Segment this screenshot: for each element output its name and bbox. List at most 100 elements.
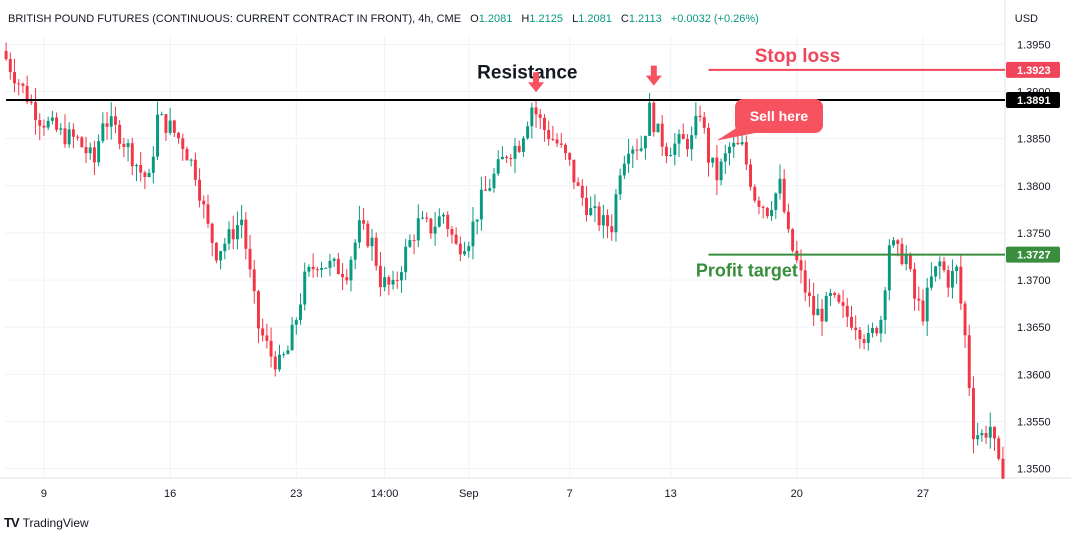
candle: [698, 105, 702, 122]
candle: [900, 237, 904, 266]
candle: [130, 137, 134, 176]
candle-body: [816, 308, 820, 316]
candle-body: [475, 219, 479, 222]
candle-body: [618, 175, 622, 195]
candle-body: [479, 189, 483, 220]
resistance-tag-bg: [1006, 92, 1060, 109]
candle-body: [109, 116, 113, 127]
candle-body: [160, 114, 164, 116]
candle-body: [88, 147, 92, 154]
candle-body: [135, 165, 138, 167]
candle: [984, 425, 988, 444]
candle: [55, 112, 59, 133]
candle: [858, 327, 862, 349]
candle-body: [614, 194, 618, 233]
candle: [88, 142, 92, 160]
candle: [942, 257, 946, 273]
candle: [530, 102, 534, 139]
candle: [555, 133, 559, 147]
candle-body: [332, 258, 336, 261]
resistance-arrow: [645, 65, 662, 86]
candle-body: [105, 123, 109, 127]
candle-body: [416, 218, 420, 241]
candle: [1001, 446, 1005, 479]
candle-body: [303, 271, 307, 305]
candle-body: [248, 248, 252, 270]
candle-body: [374, 237, 378, 266]
candle-body: [463, 251, 467, 255]
candle: [875, 326, 879, 337]
candle: [618, 168, 622, 201]
candle-body: [950, 271, 954, 288]
grid: [4, 35, 1005, 478]
candle-body: [707, 127, 710, 163]
candle-body: [29, 101, 33, 103]
candle: [433, 211, 437, 246]
candle-body: [715, 157, 719, 181]
candle-body: [429, 218, 433, 234]
tradingview-branding[interactable]: TV TradingView: [4, 515, 89, 530]
candle: [429, 217, 433, 239]
profit-target-tag-bg: [1006, 246, 1060, 263]
candle-body: [118, 124, 122, 144]
candle: [307, 264, 311, 277]
candle: [904, 245, 908, 271]
candle-body: [824, 295, 828, 322]
candle-body: [761, 206, 765, 208]
candle: [505, 155, 509, 164]
candle-body: [774, 193, 778, 210]
candle: [450, 225, 454, 244]
candle-body: [879, 319, 883, 334]
candle: [564, 143, 567, 160]
candle: [193, 152, 197, 187]
candle-body: [458, 243, 462, 255]
candle: [997, 435, 1001, 461]
candle-body: [454, 234, 458, 244]
candles: [4, 42, 1005, 479]
candle-body: [345, 277, 349, 281]
candle: [850, 305, 853, 331]
candle-body: [46, 120, 50, 128]
candle-body: [261, 328, 265, 336]
candle-body: [240, 219, 244, 226]
candle-body: [576, 182, 580, 186]
candle: [685, 134, 689, 157]
candle-body: [988, 426, 992, 438]
candle-body: [278, 354, 281, 370]
candle-body: [13, 72, 16, 84]
tradingview-logo: TV: [4, 515, 20, 530]
candle: [488, 178, 492, 192]
candle-body: [336, 258, 340, 275]
candle: [887, 239, 891, 301]
candle-body: [206, 204, 210, 224]
candle: [845, 297, 849, 327]
candle: [702, 111, 706, 134]
candle-body: [875, 328, 879, 334]
candle: [463, 241, 467, 256]
candle: [21, 82, 25, 94]
candle: [690, 126, 694, 161]
candle-body: [151, 156, 155, 173]
candle: [807, 278, 811, 307]
x-tick-label: 16: [164, 488, 176, 500]
candle: [967, 324, 971, 397]
candle-body: [433, 226, 437, 234]
candle: [113, 106, 117, 134]
candle-body: [80, 137, 84, 148]
candle-body: [227, 229, 231, 244]
candle: [67, 122, 71, 148]
candle-body: [235, 225, 239, 240]
candle: [84, 136, 88, 163]
x-tick-label: 20: [791, 488, 803, 500]
candle-body: [366, 223, 370, 247]
candle-body: [589, 208, 593, 215]
candle-body: [34, 102, 38, 121]
candle-body: [50, 117, 54, 121]
candle: [656, 123, 660, 133]
x-tick-label: 7: [567, 488, 573, 500]
candle-body: [269, 340, 273, 357]
candle-body: [130, 143, 134, 167]
candle-body: [568, 153, 572, 160]
x-tick-label: 23: [290, 488, 302, 500]
